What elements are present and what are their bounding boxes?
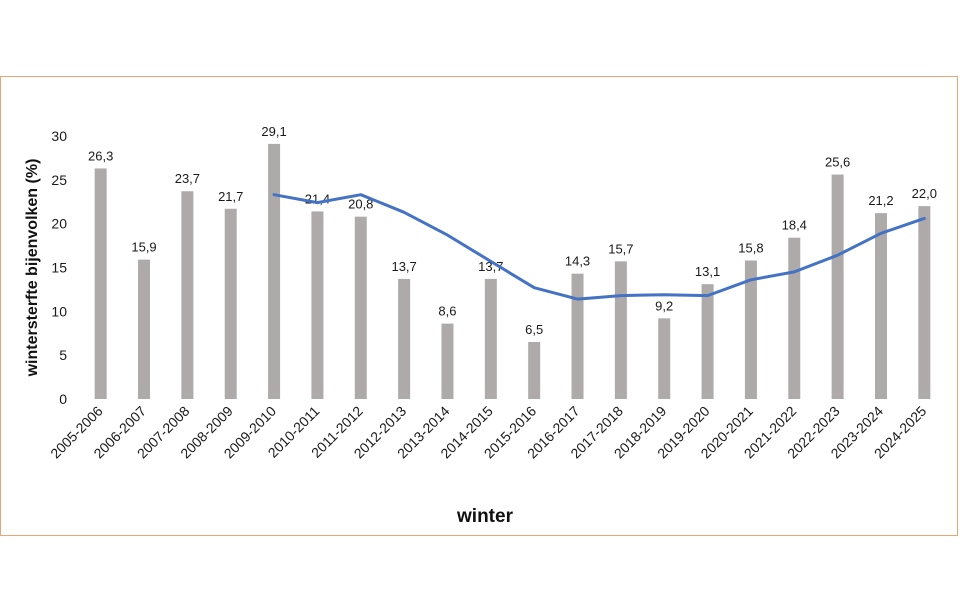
bar-data-label: 13,7	[391, 259, 416, 274]
bar-data-label: 23,7	[175, 171, 200, 186]
bar	[614, 261, 627, 399]
bar	[484, 278, 497, 399]
bar	[224, 208, 237, 399]
bar-data-label: 15,8	[738, 240, 763, 255]
bar	[571, 273, 584, 399]
bar	[701, 284, 714, 399]
y-tick-label: 25	[51, 172, 67, 188]
bar-data-label: 14,3	[565, 254, 590, 269]
bar-data-label: 13,7	[478, 259, 503, 274]
bar-data-label: 26,3	[88, 148, 113, 163]
bar	[528, 342, 541, 399]
y-axis-title: wintersterfte bijenvolken (%)	[24, 159, 41, 378]
bar	[744, 260, 757, 399]
y-tick-label: 20	[51, 216, 67, 232]
bar-data-label: 21,4	[305, 191, 330, 206]
bar-data-label: 21,2	[868, 193, 893, 208]
x-axis-title: winter	[456, 506, 514, 527]
trend-line	[272, 193, 926, 301]
bar	[658, 318, 671, 399]
bar	[181, 191, 194, 399]
bar	[918, 206, 931, 399]
bar-data-label: 20,8	[348, 197, 373, 212]
chart-svg: 0 5 10 15 20 25 30 26,3 15,9 23,7 21,7 29,1 21,4 20,8…	[24, 124, 937, 527]
bar-data-label: 21,7	[218, 189, 243, 204]
bar	[94, 168, 107, 399]
bar-data-label: 15,9	[131, 240, 156, 255]
bar-data-label: 8,6	[438, 304, 456, 319]
bar	[398, 278, 411, 399]
bar-data-label: 29,1	[261, 124, 286, 139]
bar-data-label: 9,2	[655, 298, 673, 313]
bar	[441, 323, 454, 399]
y-tick-label: 30	[51, 128, 67, 144]
chart-frame: 0 5 10 15 20 25 30 26,3 15,9 23,7 21,7 29,1 21,4 20,8…	[0, 76, 958, 536]
bar	[831, 174, 844, 399]
bar-data-label: 6,5	[525, 322, 543, 337]
bar	[354, 216, 367, 399]
y-tick-label: 10	[51, 303, 67, 319]
bar	[874, 213, 887, 399]
y-tick-label: 5	[59, 347, 67, 363]
bar-data-label: 22,0	[912, 186, 937, 201]
y-tick-label: 15	[51, 260, 67, 276]
bar	[138, 259, 151, 399]
y-tick-label: 0	[59, 391, 67, 407]
bar	[788, 237, 801, 399]
bar-data-label: 15,7	[608, 241, 633, 256]
bar-data-label: 18,4	[782, 218, 807, 233]
bar-data-label: 13,1	[695, 264, 720, 279]
bar-data-label: 25,6	[825, 155, 850, 170]
bar	[268, 143, 281, 399]
bar	[311, 211, 324, 399]
